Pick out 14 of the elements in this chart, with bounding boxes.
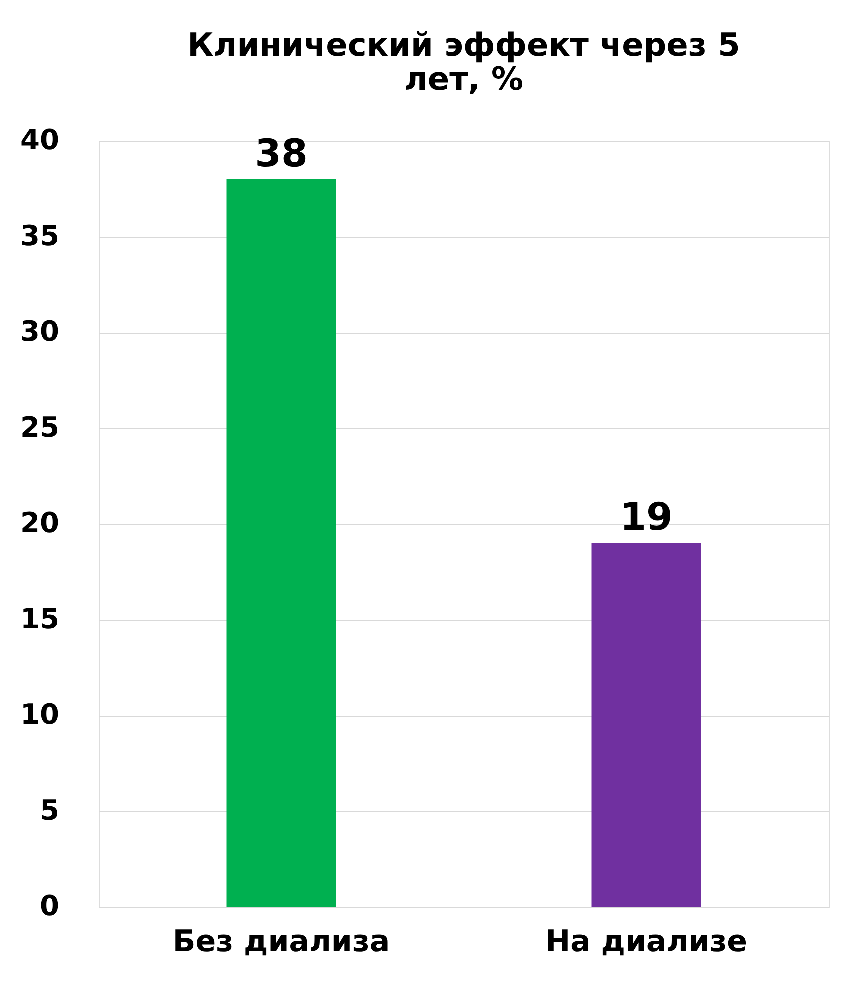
x-tick-label: На диализе xyxy=(545,924,748,960)
chart-title: Клинический эффект через 5 лет, % xyxy=(188,26,740,98)
y-tick-label: 0 xyxy=(40,890,60,922)
x-tick-label: Без диализа xyxy=(172,924,390,960)
y-tick-label: 20 xyxy=(20,506,60,540)
data-label: 38 xyxy=(255,131,308,176)
y-tick-label: 5 xyxy=(40,794,60,827)
y-tick-label: 30 xyxy=(20,315,60,348)
y-tick-label: 35 xyxy=(20,219,60,252)
y-tick-label: 25 xyxy=(20,410,60,444)
y-tick-label: 40 xyxy=(20,124,60,156)
data-label: 19 xyxy=(620,495,673,540)
y-tick-label: 15 xyxy=(20,602,60,636)
y-tick-label: 10 xyxy=(20,698,60,731)
